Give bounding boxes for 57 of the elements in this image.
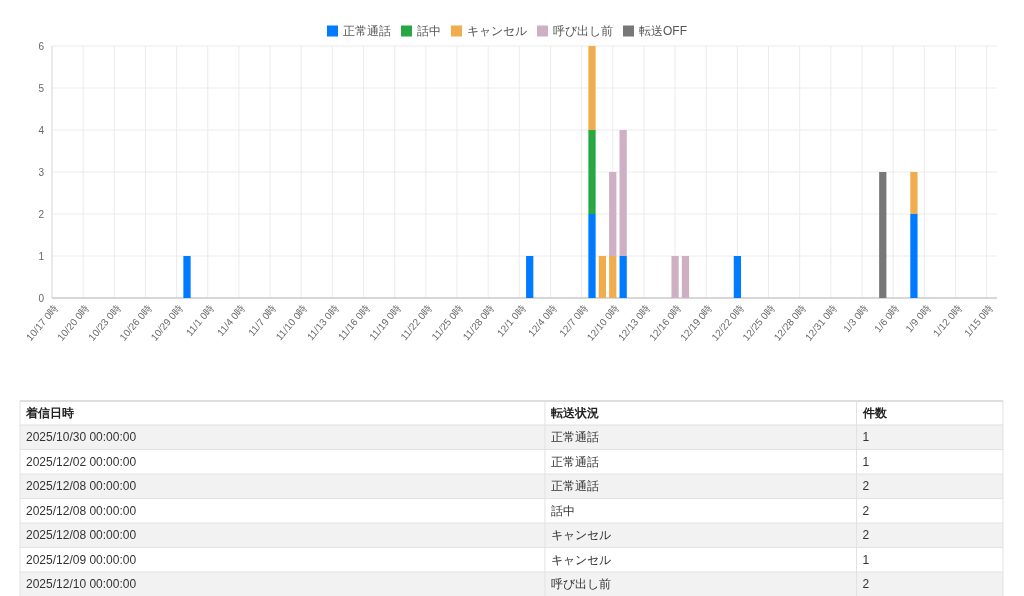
y-tick-label: 2 bbox=[38, 208, 45, 220]
text: 2025/12/08 00:00:00 bbox=[26, 503, 137, 518]
category-label: 着信日時 bbox=[25, 406, 74, 421]
text: 2025/12/08 00:00:00 bbox=[26, 528, 137, 543]
text: 2025/12/08 00:00:00 bbox=[26, 479, 137, 494]
bar bbox=[910, 172, 918, 214]
text: キャンセル bbox=[550, 552, 611, 567]
y-tick-label: 6 bbox=[38, 40, 45, 52]
text: 正常通話 bbox=[550, 479, 599, 494]
text: 2025/12/09 00:00:00 bbox=[26, 552, 137, 567]
x-tick-label: 1/3 0時 bbox=[841, 302, 871, 335]
legend-label: キャンセル bbox=[467, 24, 527, 39]
text: 1 bbox=[862, 430, 870, 445]
text: 2025/10/30 00:00:00 bbox=[26, 430, 137, 445]
bar bbox=[879, 172, 887, 298]
bar bbox=[619, 130, 627, 256]
bar bbox=[733, 256, 742, 298]
x-tick-label: 11/4 0時 bbox=[214, 302, 248, 338]
y-tick-label: 4 bbox=[38, 124, 45, 136]
bar bbox=[609, 172, 617, 256]
text: 2 bbox=[862, 528, 870, 543]
text: 正常通話 bbox=[550, 430, 599, 445]
legend-label: 話中 bbox=[417, 24, 441, 39]
text: 1 bbox=[862, 552, 870, 567]
text: 話中 bbox=[550, 503, 575, 518]
legend-label: 正常通話 bbox=[343, 24, 391, 39]
category-label: 転送状況 bbox=[550, 406, 599, 421]
bar bbox=[183, 256, 191, 298]
y-tick-label: 1 bbox=[38, 250, 45, 262]
category-label: 件数 bbox=[861, 406, 888, 421]
text: 2025/12/10 00:00:00 bbox=[26, 577, 137, 592]
y-tick-label: 5 bbox=[38, 82, 45, 94]
legend-label: 呼び出し前 bbox=[553, 24, 613, 39]
legend-label: 転送OFF bbox=[639, 24, 687, 39]
bar bbox=[588, 130, 596, 214]
bar bbox=[588, 46, 596, 130]
text: 2 bbox=[862, 577, 870, 592]
bar bbox=[910, 214, 918, 298]
text: 2 bbox=[862, 479, 870, 494]
text: 2025/12/02 00:00:00 bbox=[26, 454, 137, 469]
bar bbox=[526, 256, 534, 298]
x-tick-label: 1/9 0時 bbox=[903, 302, 933, 335]
bar bbox=[619, 256, 627, 298]
text: 呼び出し前 bbox=[550, 577, 611, 592]
y-tick-label: 3 bbox=[38, 166, 45, 178]
bar bbox=[671, 256, 679, 298]
bar bbox=[609, 256, 617, 298]
x-tick-label: 11/1 0時 bbox=[183, 302, 216, 338]
text: 2 bbox=[862, 503, 870, 518]
bar bbox=[588, 214, 596, 298]
x-tick-label: 1/6 0時 bbox=[872, 302, 902, 335]
bar bbox=[598, 256, 607, 298]
y-tick-label: 0 bbox=[38, 292, 45, 304]
text: 正常通話 bbox=[550, 454, 599, 469]
bar bbox=[681, 256, 690, 298]
text: キャンセル bbox=[550, 528, 611, 543]
text: 1 bbox=[862, 454, 870, 469]
